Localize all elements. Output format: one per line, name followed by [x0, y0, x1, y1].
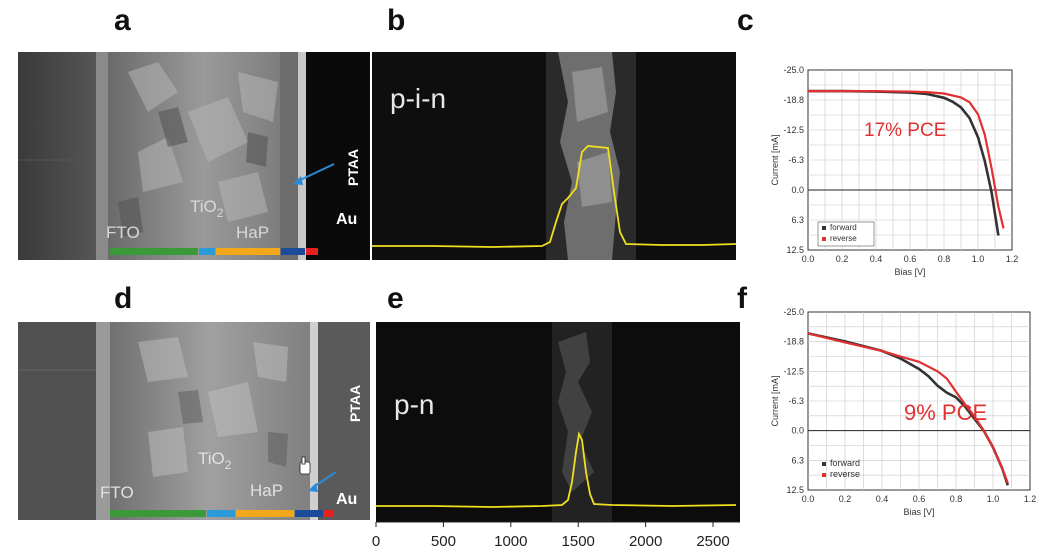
x-tick-label: 0.6 [913, 494, 926, 504]
ebic-image-bottom: p-n 0 500 1000 1500 2000 2500 [372, 322, 740, 550]
legend-label-forward: forward [830, 458, 860, 468]
sem-image-bottom: FTO TiO2 HaP Au PTAA [18, 322, 370, 520]
panel-letter-a: a [114, 4, 131, 37]
bar-tio2 [199, 248, 215, 255]
x-tick-label: 0.2 [839, 494, 852, 504]
ebic-x-tick-label: 1000 [494, 533, 527, 550]
jv-chart-bottom: -25.0-18.8-12.5-6.30.06.312.50.0 0.2 0.4 0.… [770, 307, 1037, 517]
bar-au-bottom [324, 510, 334, 517]
legend-marker-reverse [822, 473, 826, 477]
y-tick-label: -25.0 [783, 65, 804, 75]
label-tio2-bottom: TiO2 [198, 449, 232, 472]
ebic-x-tick-label: 2500 [696, 533, 729, 550]
bar-tio2-bottom [207, 510, 235, 517]
legend-marker-reverse [822, 237, 826, 241]
x-tick-label: 1.2 [1006, 254, 1019, 264]
layer-color-bar [110, 248, 318, 255]
ebic-x-tick-label: 2000 [629, 533, 662, 550]
hand-cursor-icon [299, 456, 311, 475]
y-tick-label: 6.3 [791, 215, 804, 225]
label-ptaa: PTAA [345, 149, 361, 186]
bar-hap-bottom [236, 510, 294, 517]
y-tick-label: 0.0 [791, 185, 804, 195]
x-tick-label: 0.4 [876, 494, 889, 504]
series-reverse [808, 89, 1005, 229]
bar-fto [110, 248, 198, 255]
jv-chart-top: -25.0-18.8-12.5-6.30.06.312.50.0 0.2 0.4 0.… [770, 65, 1019, 277]
label-tio2: TiO2 [190, 197, 224, 220]
label-fto-bottom: FTO [100, 483, 134, 502]
label-hap-bottom: HaP [250, 481, 283, 500]
x-tick-label: 1.0 [972, 254, 985, 264]
label-fto: FTO [106, 223, 140, 242]
bar-ptaa [281, 248, 305, 255]
label-p-n: p-n [394, 389, 434, 420]
y-axis-label: Current [mA] [770, 375, 780, 426]
ebic-x-tick-label: 0 [372, 533, 380, 550]
legend-marker-forward [822, 226, 826, 230]
x-tick-label: 0.0 [802, 494, 815, 504]
sem-image-top: FTO TiO2 HaP Au PTAA [18, 52, 370, 260]
x-axis-label: Bias [V] [894, 267, 925, 277]
series-reverse [807, 332, 1009, 484]
x-tick-label: 1.2 [1024, 494, 1037, 504]
legend: forward reverse [817, 221, 875, 247]
legend-label-reverse: reverse [830, 469, 860, 479]
y-tick-label: -12.5 [783, 125, 804, 135]
y-tick-label: -6.3 [788, 396, 804, 406]
panel-letter-f: f [737, 282, 747, 315]
x-axis-label: Bias [V] [903, 507, 934, 517]
y-tick-label: 12.5 [786, 485, 804, 495]
legend-label-reverse: reverse [830, 234, 857, 243]
pce-annotation: 9% PCE [904, 400, 987, 425]
label-hap: HaP [236, 223, 269, 242]
ebic-x-tick-label: 1500 [562, 533, 595, 550]
ebic-x-tick-label: 500 [431, 533, 456, 550]
y-tick-label: 6.3 [791, 456, 804, 466]
panel-letter-d: d [114, 282, 133, 315]
y-tick-label: -18.8 [783, 95, 804, 105]
panel-letter-b: b [387, 4, 406, 37]
x-tick-label: 1.0 [987, 494, 1000, 504]
x-tick-label: 0.8 [950, 494, 963, 504]
x-tick-label: 0.4 [870, 254, 883, 264]
label-ptaa-bottom: PTAA [347, 385, 363, 422]
y-tick-label: 12.5 [786, 245, 804, 255]
ebic-trace-bottom [376, 431, 737, 508]
label-au-bottom: Au [336, 491, 357, 508]
ebic-trace-top [372, 145, 736, 248]
panel-letter-c: c [737, 4, 754, 37]
legend-box [817, 221, 875, 247]
label-p-i-n: p-i-n [390, 83, 446, 114]
bar-au [306, 248, 318, 255]
ebic-image-top: p-i-n [372, 52, 736, 260]
legend-label-forward: forward [830, 223, 857, 232]
y-tick-label: -25.0 [783, 307, 804, 317]
panel-letter-e: e [387, 282, 404, 315]
y-axis-label: Current [mA] [770, 134, 780, 185]
ebic-x-ticks: 0 500 1000 1500 2000 2500 [372, 522, 730, 550]
y-tick-label: -12.5 [783, 366, 804, 376]
bar-ptaa-bottom [295, 510, 323, 517]
bar-hap [216, 248, 280, 255]
x-tick-label: 0.2 [836, 254, 849, 264]
x-tick-label: 0.6 [904, 254, 917, 264]
pce-annotation: 17% PCE [864, 120, 946, 141]
layer-color-bar-bottom [110, 510, 334, 517]
y-tick-label: -6.3 [788, 155, 804, 165]
label-au: Au [336, 211, 357, 228]
bar-fto-bottom [110, 510, 206, 517]
x-tick-label: 0.8 [938, 254, 951, 264]
x-tick-label: 0.0 [802, 254, 815, 264]
ptaa-arrow [295, 163, 335, 183]
y-tick-label: 0.0 [791, 426, 804, 436]
legend-marker-forward [822, 462, 826, 466]
y-tick-label: -18.8 [783, 336, 804, 346]
